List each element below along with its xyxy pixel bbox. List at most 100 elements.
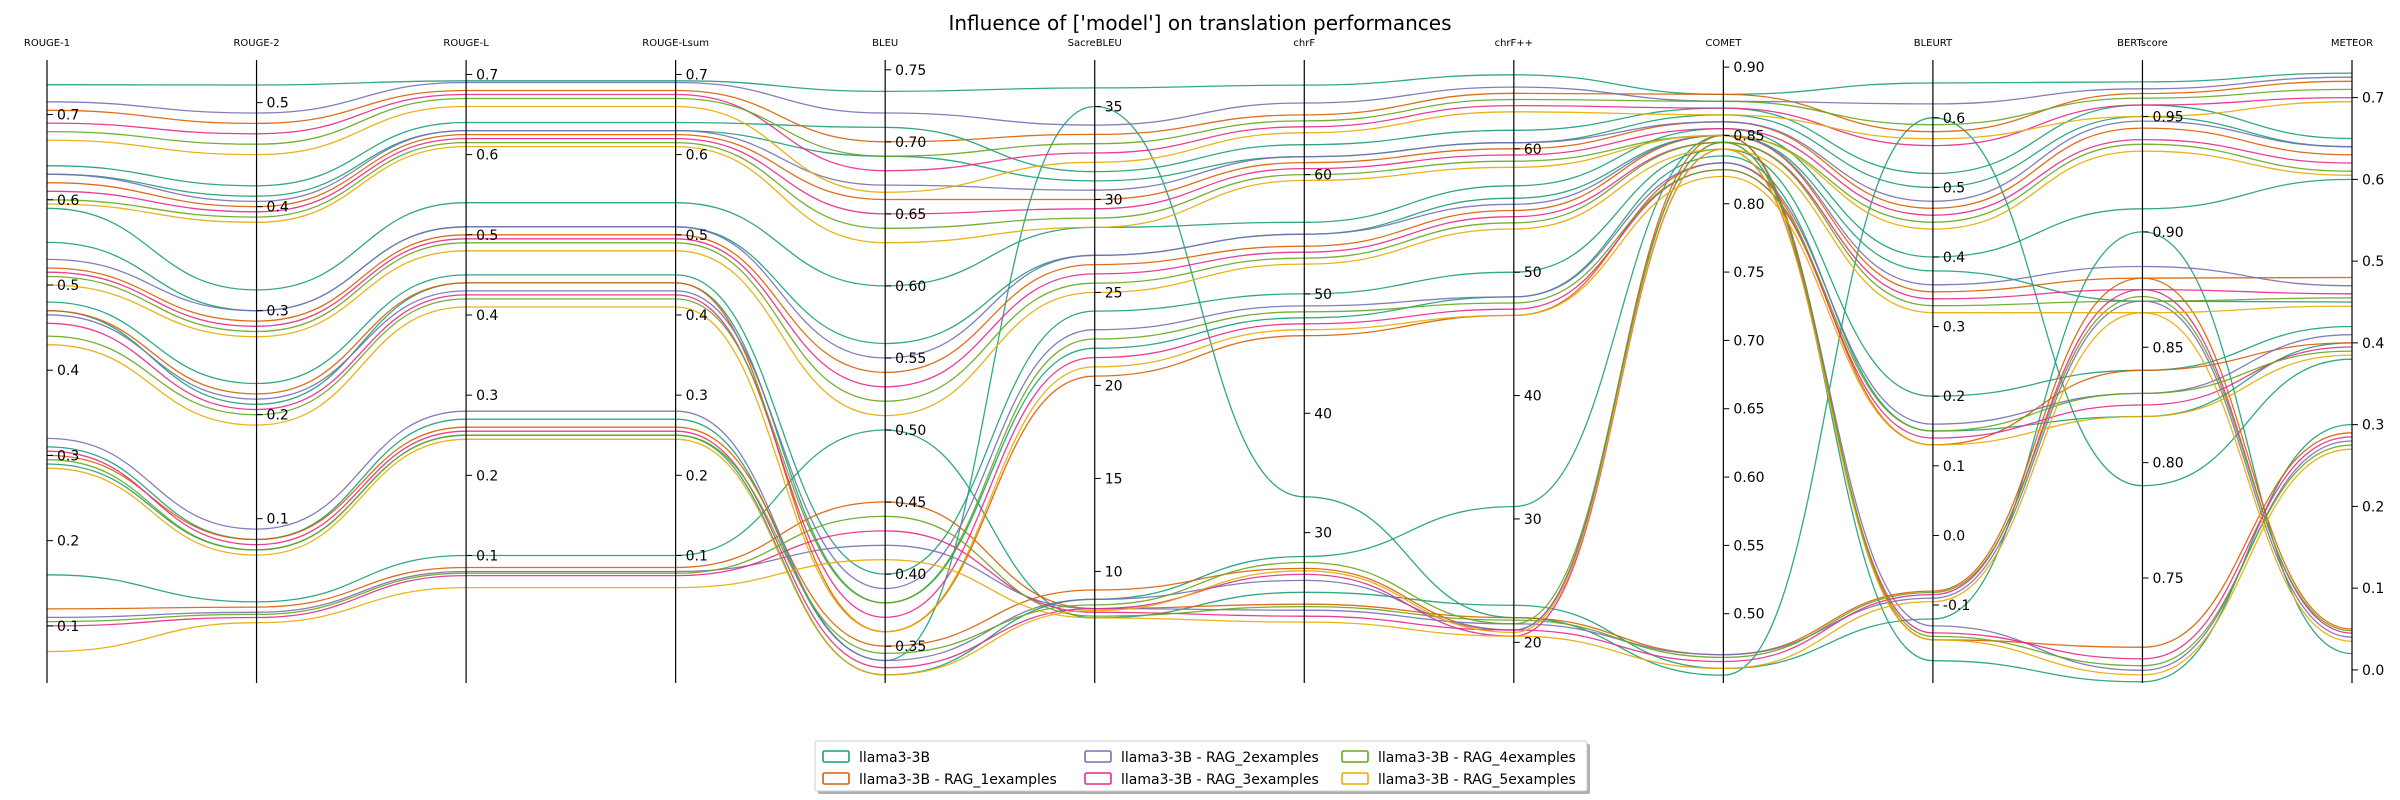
series-line-5-5 — [46, 312, 2353, 670]
tick-label-8-5: 0.75 — [1733, 265, 1764, 281]
series-line-4-0 — [46, 88, 2353, 157]
tick-label-3-4: 0.5 — [686, 228, 708, 244]
axis-name-1: ROUGE-2 — [233, 38, 279, 49]
legend-label-4: llama3-3B - RAG_4examples — [1378, 750, 1576, 766]
axis-name-0: ROUGE-1 — [24, 38, 70, 49]
series-line-1-4 — [46, 134, 2353, 648]
axis-name-5: SacreBLEU — [1068, 38, 1122, 49]
tick-label-11-3: 0.3 — [2362, 418, 2384, 434]
tick-label-0-5: 0.6 — [57, 193, 79, 209]
axis-name-4: BLEU — [872, 38, 898, 49]
tick-label-3-0: 0.1 — [686, 549, 708, 565]
series-line-0-3 — [46, 127, 2353, 291]
axis-name-6: chrF — [1293, 38, 1315, 49]
legend-swatch-4 — [1341, 750, 1369, 763]
tick-label-5-1: 15 — [1105, 471, 1123, 487]
tick-label-1-3: 0.4 — [267, 200, 289, 216]
tick-label-3-2: 0.3 — [686, 388, 708, 404]
tick-label-0-1: 0.2 — [57, 534, 79, 550]
tick-label-2-0: 0.1 — [476, 549, 498, 565]
series-line-2-1 — [46, 120, 2353, 203]
tick-label-11-5: 0.5 — [2362, 254, 2384, 270]
series-line-1-1 — [46, 121, 2353, 209]
axes: ROUGE-1 0.1 0.2 0.3 0.4 0.5 0.6 0.7 ROUGE-2 0.1 0.… — [24, 38, 2384, 683]
series-line-0-0 — [46, 72, 2353, 96]
tick-label-9-7: 0.6 — [1943, 111, 1965, 127]
tick-label-9-0: -0.1 — [1943, 598, 1970, 614]
tick-label-10-4: 0.95 — [2152, 110, 2183, 126]
tick-label-8-6: 0.80 — [1733, 197, 1764, 213]
tick-label-3-5: 0.6 — [686, 148, 708, 164]
legend-swatch-2 — [1084, 750, 1112, 763]
tick-label-4-2: 0.45 — [895, 495, 926, 511]
tick-label-4-7: 0.70 — [895, 135, 926, 151]
legend-swatch-3 — [1084, 772, 1112, 785]
tick-label-11-6: 0.6 — [2362, 172, 2384, 188]
series-line-2-2 — [46, 134, 2353, 359]
series-line-4-3 — [46, 168, 2353, 604]
series-line-4-2 — [46, 141, 2353, 402]
tick-label-3-1: 0.2 — [686, 468, 708, 484]
tick-label-8-0: 0.50 — [1733, 607, 1764, 623]
tick-label-3-3: 0.4 — [686, 308, 708, 324]
series-line-0-1 — [46, 104, 2353, 187]
legend-box — [814, 740, 1588, 792]
tick-label-6-2: 50 — [1314, 287, 1332, 303]
tick-label-7-3: 50 — [1524, 265, 1542, 281]
tick-label-1-2: 0.3 — [267, 304, 289, 320]
tick-label-7-2: 40 — [1524, 389, 1542, 405]
tick-label-9-3: 0.2 — [1943, 389, 1965, 405]
legend-swatch-0 — [822, 750, 850, 763]
tick-label-2-1: 0.2 — [476, 468, 498, 484]
tick-label-0-2: 0.3 — [57, 448, 79, 464]
legend-label-3: llama3-3B - RAG_3examples — [1121, 772, 1319, 788]
series-line-4-5 — [46, 295, 2353, 659]
tick-label-11-7: 0.7 — [2362, 91, 2384, 107]
series-line-3-0 — [46, 93, 2353, 172]
series-line-3-2 — [46, 141, 2353, 388]
tick-label-6-0: 30 — [1314, 526, 1332, 542]
tick-label-0-4: 0.5 — [57, 278, 79, 294]
tick-label-7-4: 60 — [1524, 142, 1542, 158]
axis-name-3: ROUGE-Lsum — [642, 38, 709, 49]
tick-label-2-4: 0.5 — [476, 228, 498, 244]
tick-label-5-2: 20 — [1105, 378, 1123, 394]
series-line-0-9 — [46, 231, 2353, 670]
tick-label-5-5: 35 — [1105, 99, 1123, 115]
tick-label-4-0: 0.35 — [895, 639, 926, 655]
tick-label-8-1: 0.55 — [1733, 538, 1764, 554]
tick-label-9-2: 0.1 — [1943, 459, 1965, 475]
tick-label-11-1: 0.1 — [2362, 581, 2384, 597]
tick-label-9-1: 0.0 — [1943, 528, 1965, 544]
axis-name-7: chrF++ — [1495, 38, 1533, 49]
tick-label-6-3: 60 — [1314, 168, 1332, 184]
series-line-5-2 — [46, 148, 2353, 417]
tick-label-3-6: 0.7 — [686, 67, 708, 83]
tick-label-0-0: 0.1 — [57, 619, 79, 635]
tick-label-2-6: 0.7 — [476, 67, 498, 83]
tick-label-10-0: 0.75 — [2152, 571, 2183, 587]
legend-swatch-5 — [1341, 772, 1369, 785]
series-line-0-7 — [46, 105, 2353, 676]
tick-label-10-2: 0.85 — [2152, 340, 2183, 356]
tick-label-6-1: 40 — [1314, 406, 1332, 422]
series-line-1-0 — [46, 80, 2353, 143]
legend-swatch-1 — [822, 772, 850, 785]
tick-label-10-1: 0.80 — [2152, 456, 2183, 472]
axis-name-8: COMET — [1705, 38, 1742, 49]
tick-label-9-5: 0.4 — [1943, 250, 1965, 266]
tick-label-2-2: 0.3 — [476, 388, 498, 404]
legend: llama3-3B llama3-3B - RAG_1examples llama3… — [814, 740, 1590, 794]
series-lines — [46, 72, 2353, 683]
legend-label-5: llama3-3B - RAG_5examples — [1378, 772, 1576, 788]
axis-name-10: BERTscore — [2117, 38, 2168, 49]
tick-label-5-4: 30 — [1105, 192, 1123, 208]
tick-label-10-3: 0.90 — [2152, 225, 2183, 241]
tick-label-11-4: 0.4 — [2362, 336, 2384, 352]
tick-label-4-8: 0.75 — [895, 63, 926, 79]
tick-label-2-5: 0.6 — [476, 148, 498, 164]
tick-label-8-3: 0.65 — [1733, 402, 1764, 418]
axis-name-11: METEOR — [2331, 38, 2373, 49]
series-line-4-4 — [46, 141, 2353, 667]
